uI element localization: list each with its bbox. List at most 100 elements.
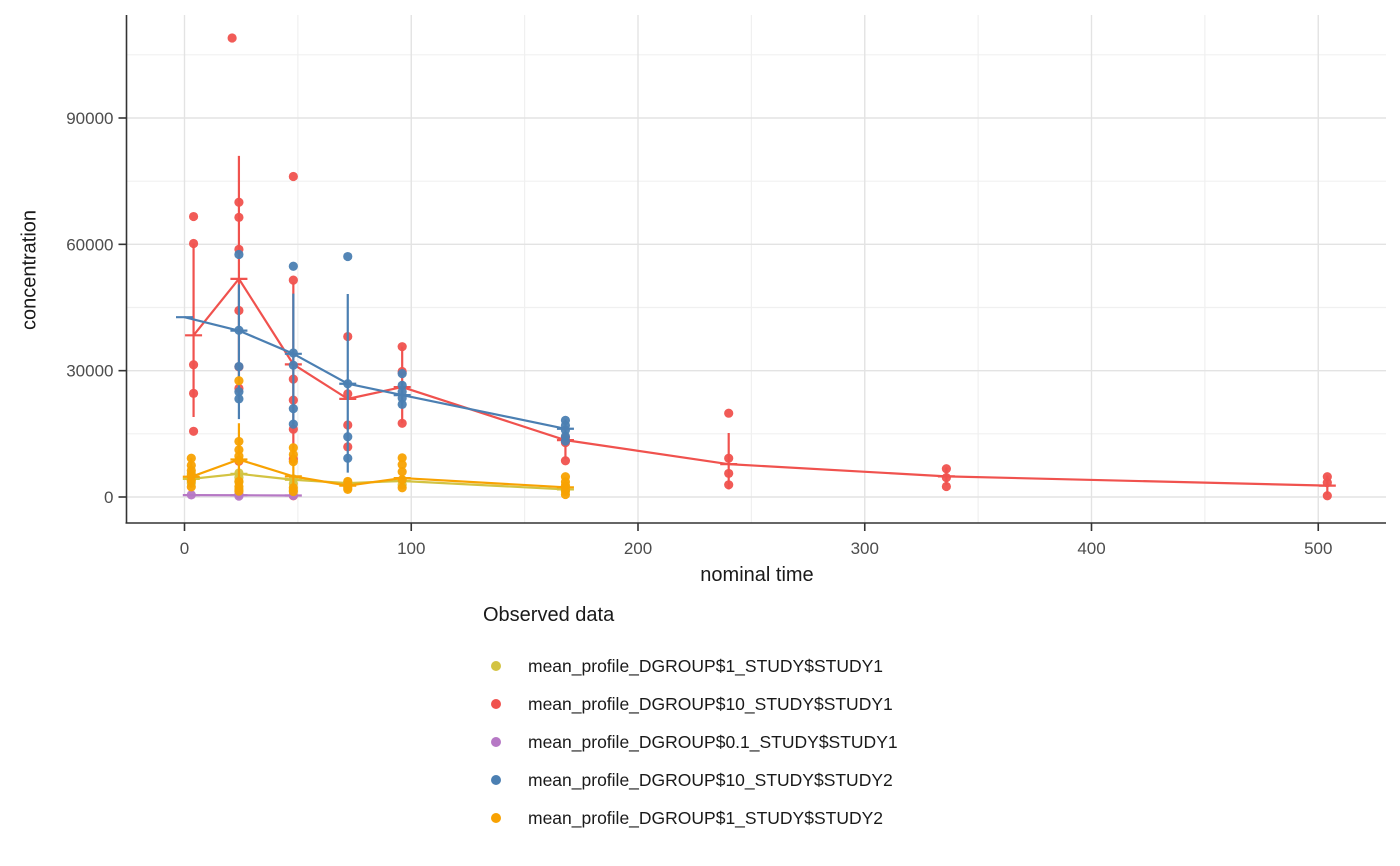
data-point [227,33,237,43]
data-point [288,403,298,414]
legend-label: mean_profile_DGROUP$1_STUDY$STUDY2 [528,807,883,828]
legend-label: mean_profile_DGROUP$10_STUDY$STUDY2 [528,769,893,790]
data-point [397,475,407,485]
y-tick-label: 60000 [66,235,113,254]
data-point [234,445,244,455]
data-point [560,489,571,500]
data-point [397,380,407,391]
data-point [288,261,298,271]
legend-item: mean_profile_DGROUP$1_STUDY$STUDY2 [483,799,898,837]
data-point [397,459,407,470]
data-point [288,419,298,429]
data-point [234,197,244,207]
data-point [188,238,199,249]
data-point [234,387,244,397]
data-point [397,342,407,352]
data-point [724,480,734,490]
legend-swatch-icon [491,699,501,709]
legend-label: mean_profile_DGROUP$1_STUDY$STUDY1 [528,655,883,676]
data-point [288,457,298,467]
minor-gridlines [126,15,1386,523]
data-point [288,449,298,460]
data-point [397,467,407,477]
plot-canvas: 0 100 200 300 400 500 0 30000 60000 90000 [66,15,1386,558]
data-point [941,473,951,483]
x-tick-label: 200 [624,539,652,558]
y-tick-label: 90000 [66,109,113,128]
data-point [343,432,353,442]
legend-title: Observed data [483,604,615,626]
x-tick-label: 100 [397,539,425,558]
data-point [288,171,298,182]
legend-item: mean_profile_DGROUP$0.1_STUDY$STUDY1 [483,723,898,761]
data-point [343,379,353,389]
data-point [724,468,734,479]
data-point [343,251,353,262]
x-tick-label: 0 [180,539,189,558]
data-point [343,453,353,463]
data-point [234,486,244,496]
data-point [941,481,951,492]
legend-item: mean_profile_DGROUP$10_STUDY$STUDY1 [483,685,898,723]
data-point [1322,478,1332,488]
data-point [186,490,196,500]
data-point [397,418,407,428]
data-point [397,453,407,463]
x-tick-label: 400 [1077,539,1105,558]
data-point [397,369,407,379]
data-point [724,408,734,418]
data-point [288,348,298,358]
data-point [560,436,571,446]
data-point [234,376,244,386]
data-point [234,249,244,260]
data-point [397,399,407,409]
y-tick-label: 0 [104,488,113,507]
legend-swatch-icon [491,775,501,785]
data-point [397,393,407,403]
data-point [188,360,199,370]
data-point [188,426,199,436]
y-axis-title: concentration [18,209,41,331]
data-point [288,360,298,370]
series-3 [176,249,574,473]
data-point [397,483,407,493]
legend-item: mean_profile_DGROUP$1_STUDY$STUDY1 [483,647,898,685]
legend-swatch-icon [491,661,501,671]
data-point [1322,491,1332,501]
x-tick-label: 300 [851,539,879,558]
data-point [288,486,298,497]
data-point [397,387,407,397]
data-point [560,456,571,466]
data-point [186,482,196,492]
legend-label: mean_profile_DGROUP$10_STUDY$STUDY1 [528,693,893,714]
data-point [941,464,951,474]
series-1 [185,33,1336,501]
x-tick-label: 500 [1304,539,1332,558]
data-point [234,455,244,465]
axes: 0 100 200 300 400 500 0 30000 60000 90000 [66,15,1386,558]
data-point [560,425,571,435]
legend: Observed data mean_profile_DGROUP$1_STUD… [483,604,898,837]
data-point [724,453,734,463]
legend-swatch-icon [491,737,501,747]
data-point [234,361,244,372]
legend-items: mean_profile_DGROUP$1_STUDY$STUDY1 mean_p… [483,647,898,837]
data-point [234,394,244,404]
data-point [343,484,353,495]
legend-swatch-icon [491,813,501,823]
legend-item: mean_profile_DGROUP$10_STUDY$STUDY2 [483,761,898,799]
data-point [234,436,244,447]
data-point [188,388,199,399]
y-tick-label: 30000 [66,362,113,381]
data-point [288,443,298,453]
legend-label: mean_profile_DGROUP$0.1_STUDY$STUDY1 [528,731,898,752]
data-point [186,475,196,486]
data-point [234,325,244,335]
data-point [234,212,244,222]
data-point [188,211,199,222]
series-4 [182,376,574,500]
data-point [288,275,298,285]
major-gridlines [126,15,1386,523]
x-axis-title: nominal time [700,564,814,586]
